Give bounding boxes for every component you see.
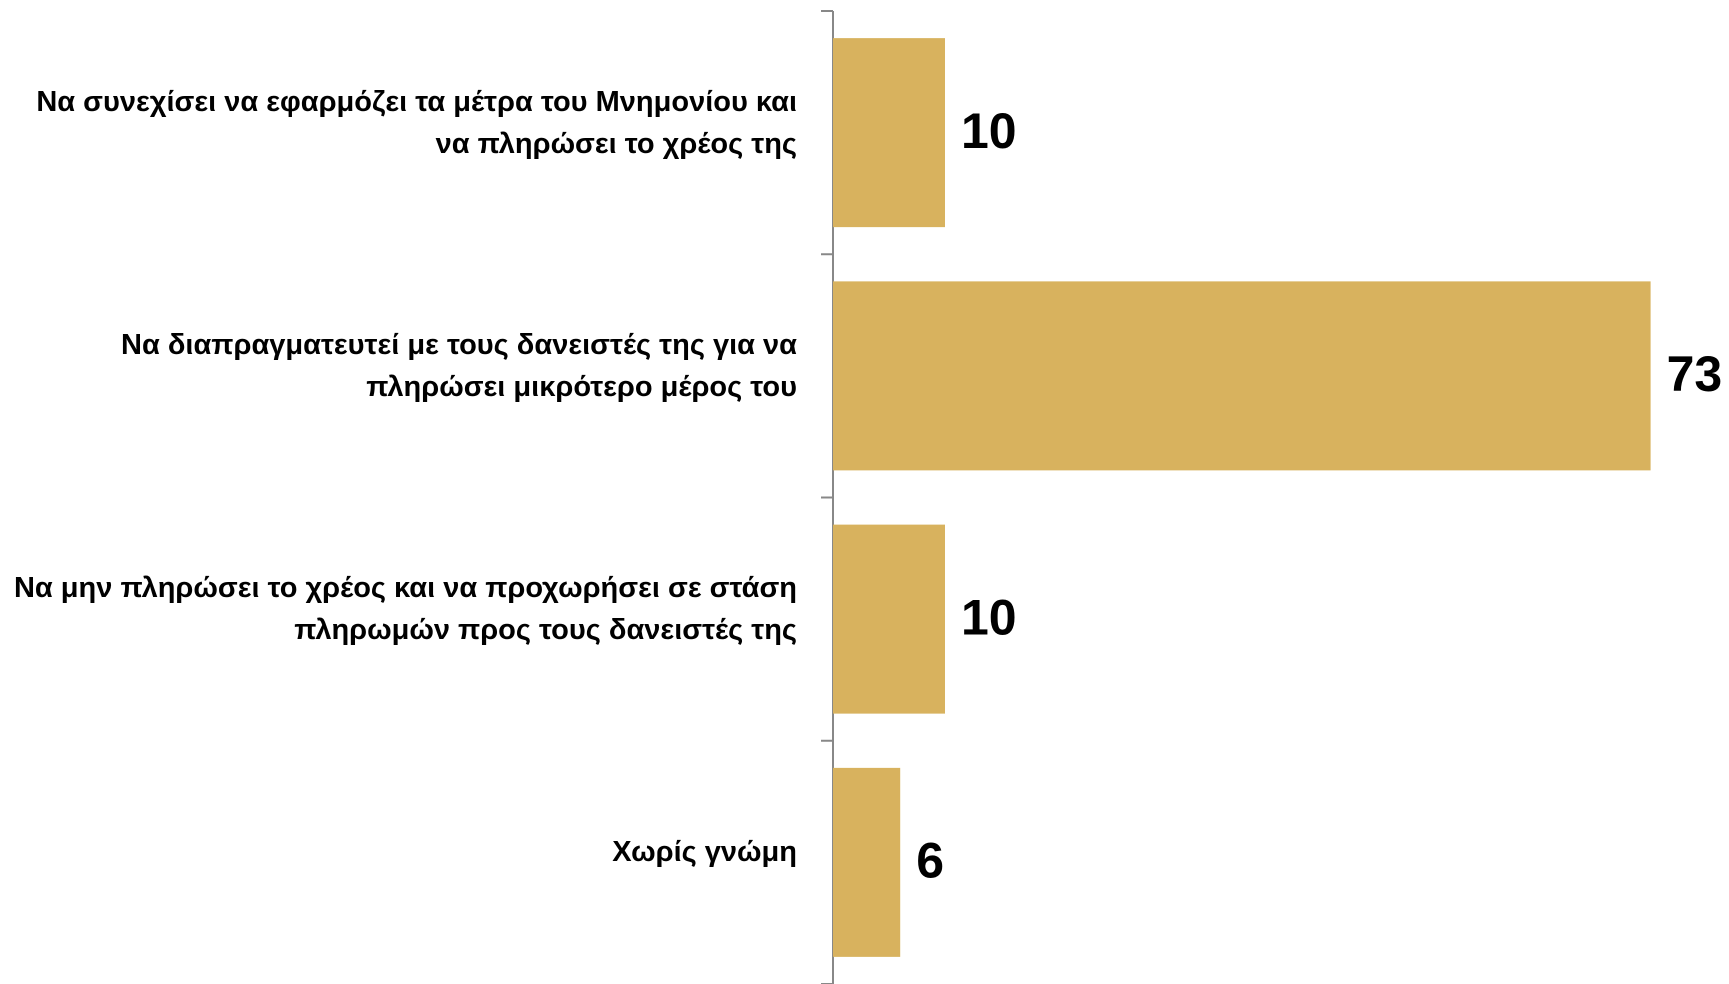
value-label: 10 [961, 103, 1017, 159]
bar [833, 767, 901, 957]
value-label: 73 [1667, 346, 1723, 402]
category-label: Να συνεχίσει να εφαρμόζει τα μέτρα του Μ… [36, 85, 797, 160]
category-label: Να μην πληρώσει το χρέος και να προχωρήσ… [13, 572, 797, 647]
category-label: Να διαπραγματευτεί με τους δανειστές της… [121, 328, 797, 403]
bar [833, 281, 1651, 471]
value-label: 6 [916, 833, 944, 889]
category-label: Χωρίς γνώμη [612, 836, 797, 869]
value-label: 10 [961, 589, 1017, 645]
bar [833, 38, 945, 228]
bar [833, 524, 945, 714]
